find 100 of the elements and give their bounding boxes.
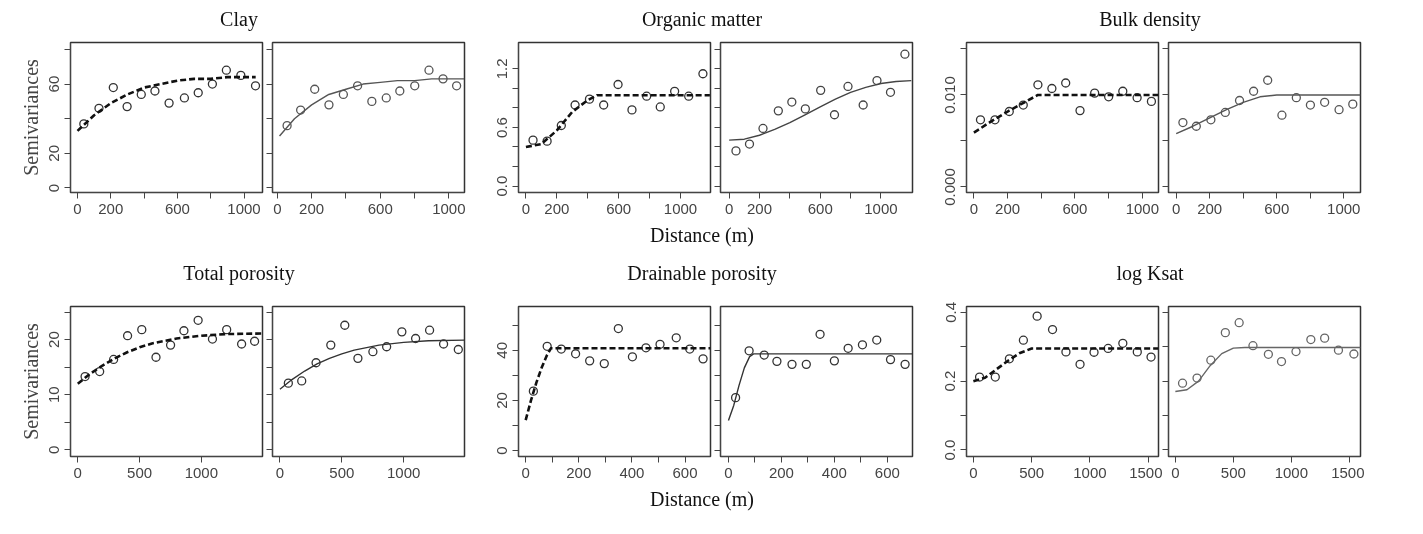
point xyxy=(528,386,539,396)
y-tick-label: 60 xyxy=(45,75,63,93)
x-tick-label: 200 xyxy=(98,199,124,217)
point xyxy=(655,102,665,112)
point xyxy=(221,65,232,75)
point xyxy=(641,343,651,353)
point xyxy=(179,93,190,103)
x-tick-label: 500 xyxy=(1220,463,1246,481)
x-tick-label: 1000 xyxy=(1125,199,1160,217)
x-tick-label: 0 xyxy=(724,463,733,481)
point xyxy=(990,115,1000,125)
x-tick-label: 1000 xyxy=(864,199,898,217)
chart-title: Drainable porosity xyxy=(627,261,777,287)
point xyxy=(193,88,203,98)
point xyxy=(1004,354,1015,364)
point xyxy=(655,339,665,349)
point xyxy=(310,84,320,94)
point xyxy=(249,336,260,346)
point xyxy=(122,331,133,341)
x-tick-label: 600 xyxy=(807,199,833,217)
y-tick-label: 0.000 xyxy=(941,168,959,206)
point xyxy=(599,100,609,110)
point xyxy=(900,359,910,369)
point xyxy=(1320,333,1330,343)
point xyxy=(800,104,810,114)
y-tick-label: 20 xyxy=(45,145,63,162)
point xyxy=(744,346,754,356)
point xyxy=(1047,324,1058,335)
point xyxy=(164,98,174,108)
point xyxy=(671,333,681,343)
point xyxy=(556,120,566,131)
x-tick-label: 500 xyxy=(329,463,355,481)
x-tick-label: 600 xyxy=(1062,199,1088,217)
point xyxy=(613,323,623,334)
x-tick-label: 1000 xyxy=(387,463,421,481)
point xyxy=(885,87,896,97)
point xyxy=(410,333,421,344)
point xyxy=(381,342,392,352)
point xyxy=(684,91,694,101)
point xyxy=(1277,110,1287,120)
y-tick-label: 0.0 xyxy=(493,175,511,197)
point xyxy=(80,371,90,382)
x-tick-label: 500 xyxy=(1019,463,1045,481)
chart-title: Bulk density xyxy=(1099,7,1201,33)
point xyxy=(108,82,118,93)
point xyxy=(326,340,336,350)
x-tick-label: 1000 xyxy=(1327,199,1361,217)
point xyxy=(122,101,132,112)
point xyxy=(872,335,882,345)
point xyxy=(1118,338,1128,348)
point xyxy=(1334,105,1344,115)
point xyxy=(731,146,741,156)
point xyxy=(1234,95,1245,106)
x-tick-label: 400 xyxy=(821,463,847,481)
point xyxy=(79,119,89,129)
point xyxy=(872,75,882,86)
x-axis-title: Distance (m) xyxy=(650,487,754,513)
x-tick-label: 0 xyxy=(73,199,82,217)
point xyxy=(1263,75,1273,85)
line-series xyxy=(524,347,711,422)
x-tick-label: 0 xyxy=(275,463,285,481)
x-tick-label: 600 xyxy=(672,463,698,481)
x-tick-label: 200 xyxy=(746,199,773,217)
point xyxy=(1320,97,1330,107)
point xyxy=(843,81,853,92)
point xyxy=(1047,83,1057,94)
y-axis-title: Semivariances xyxy=(19,322,42,440)
point xyxy=(236,70,246,81)
point xyxy=(1291,93,1301,103)
y-tick-label: 0.6 xyxy=(493,117,511,138)
point xyxy=(1061,78,1071,88)
x-tick-label: 0 xyxy=(521,199,531,217)
y-axis-title: Semivariances xyxy=(19,58,42,176)
point xyxy=(642,91,652,101)
point xyxy=(282,121,292,131)
x-tick-label: 0 xyxy=(969,463,978,481)
y-tick-label: 20 xyxy=(493,392,511,409)
point xyxy=(1177,378,1188,388)
point xyxy=(1248,341,1258,351)
y-tick-label: 0.2 xyxy=(941,370,959,392)
y-tick-label: 0 xyxy=(45,183,63,193)
point xyxy=(829,110,840,120)
point xyxy=(381,93,391,103)
point xyxy=(1032,311,1042,321)
point xyxy=(759,350,769,360)
point xyxy=(1248,86,1259,96)
x-tick-label: 1500 xyxy=(1129,463,1163,481)
x-tick-label: 0 xyxy=(1172,199,1181,217)
point xyxy=(222,325,232,335)
x-tick-label: 1000 xyxy=(663,199,698,217)
x-tick-label: 1000 xyxy=(227,199,261,217)
point xyxy=(324,100,334,110)
x-tick-label: 200 xyxy=(995,199,1021,217)
point xyxy=(857,340,868,350)
point xyxy=(179,326,189,336)
point xyxy=(744,139,755,149)
point xyxy=(297,376,307,386)
point xyxy=(685,344,695,354)
point xyxy=(1349,349,1359,359)
point xyxy=(730,393,741,403)
